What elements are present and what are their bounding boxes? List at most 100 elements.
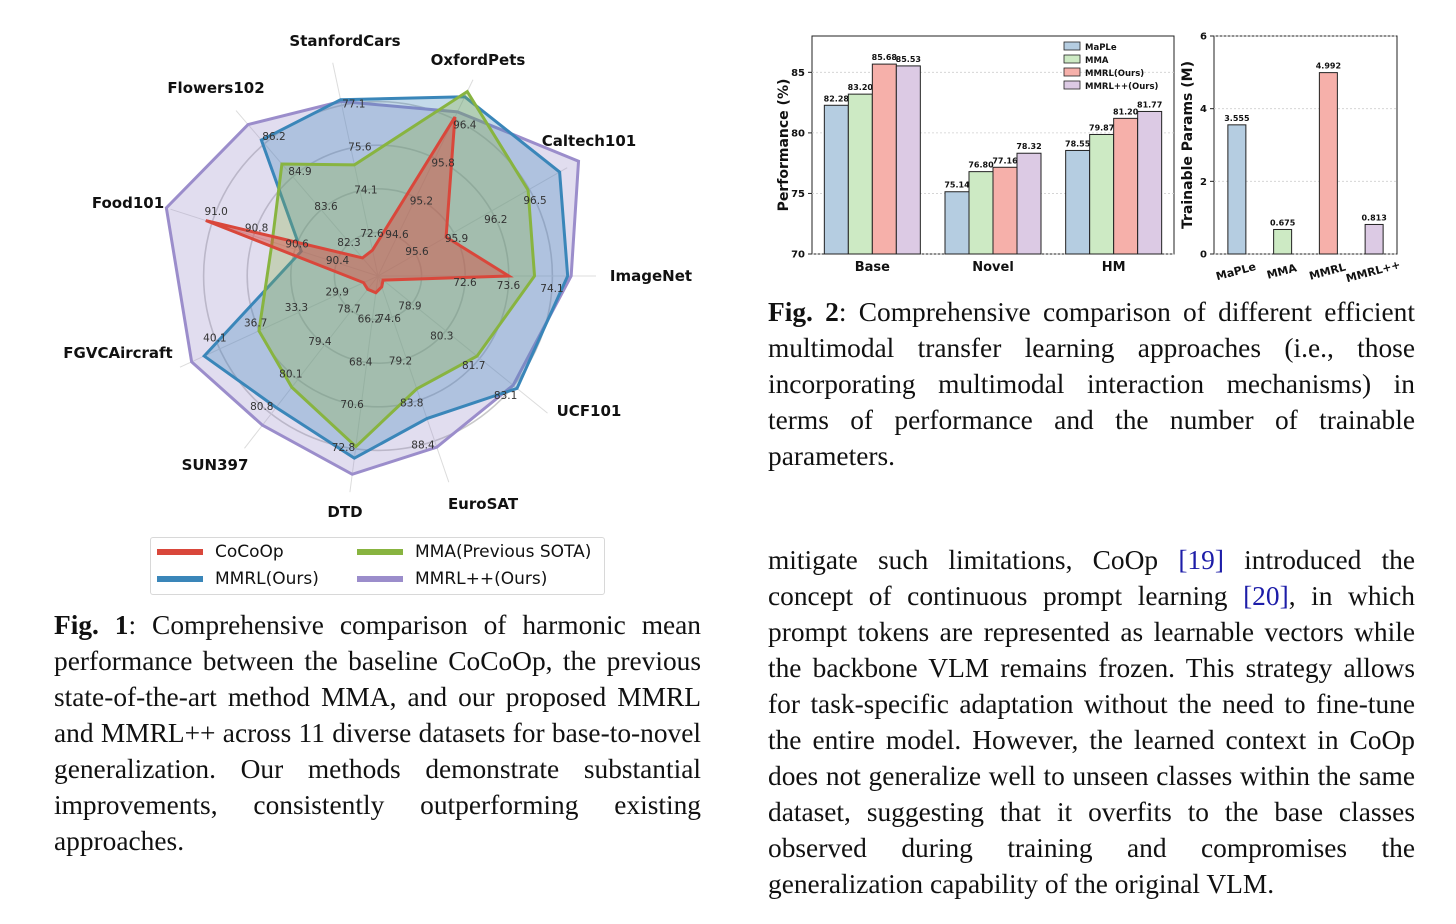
radar-series-mma-previous-sota- — [257, 89, 537, 449]
legend-item-mmrl-plus: MMRL++(Ours) — [357, 569, 547, 589]
radar-tick-label: 88.4 — [411, 440, 435, 452]
y-axis-label: Trainable Params (M) — [1180, 61, 1196, 229]
radar-series-mmrl++-ours- — [164, 99, 581, 476]
bar-value-label: 0.675 — [1270, 218, 1296, 227]
fig1-caption-label: Fig. 1 — [54, 610, 129, 640]
legend-label: MaPLe — [1085, 43, 1117, 53]
legend-swatch — [157, 549, 203, 555]
bar-value-label: 83.20 — [848, 83, 874, 92]
legend-label: MMA(Previous SOTA) — [415, 542, 592, 562]
radar-tick-label: 83.1 — [494, 390, 517, 402]
bar-mmrl-ours- — [1113, 117, 1139, 255]
radar-tick-label: 95.8 — [431, 158, 454, 170]
radar-axis-label: ImageNet — [610, 267, 692, 285]
bar-mma — [1089, 133, 1115, 255]
radar-tick-label: 95.9 — [445, 233, 468, 245]
radar-tick-label: 81.7 — [462, 360, 485, 372]
radar-chart: 72.6 73.6 74.1 95.9 96.2 96.5 95.2 95.8 96.4 72.6… — [63, 32, 692, 521]
params-bar — [1227, 124, 1247, 255]
bar-value-label: 85.68 — [872, 53, 898, 62]
radar-tick-label: 90.6 — [285, 239, 309, 251]
radar-axis-label: OxfordPets — [431, 51, 526, 69]
params-bar — [1273, 228, 1293, 255]
radar-spoke — [349, 275, 379, 493]
radar-tick-label: 79.2 — [389, 355, 412, 367]
radar-spoke — [235, 110, 379, 277]
radar-spoke — [377, 275, 548, 414]
citation-link[interactable]: [19] — [1178, 545, 1224, 575]
bar-value-label: 77.16 — [992, 156, 1018, 165]
radar-tick-label: 95.2 — [410, 195, 433, 207]
x-tick-label: Novel — [972, 260, 1014, 275]
citation-link[interactable]: [20] — [1243, 581, 1289, 611]
radar-axis-label: EuroSAT — [448, 495, 519, 513]
bar-value-label: 82.28 — [824, 94, 850, 103]
radar-series-mmrl-ours- — [201, 95, 570, 460]
radar-tick-labels: 72.6 73.6 74.1 95.9 96.2 96.5 95.2 95.8 96.4 72.6… — [203, 98, 563, 454]
radar-tick-label: 90.8 — [245, 222, 268, 234]
legend-swatch — [357, 576, 403, 582]
radar-spoke — [170, 208, 379, 277]
bar-mmrl-ours- — [871, 63, 897, 255]
bar-value-label: 4.992 — [1316, 62, 1341, 71]
radar-tick-label: 75.6 — [348, 141, 372, 153]
x-tick-label: HM — [1102, 260, 1126, 275]
radar-axis-label: UCF101 — [557, 402, 622, 420]
radar-spoke — [179, 275, 379, 368]
radar-tick-label: 95.6 — [405, 246, 429, 258]
x-tick-label: MMA — [1265, 261, 1298, 282]
radar-tick-label: 74.1 — [354, 185, 377, 197]
radar-tick-label: 90.4 — [326, 255, 350, 267]
legend-label: MMRL++(Ours) — [1085, 82, 1159, 92]
legend-item-cococop: CoCoOp — [157, 542, 284, 562]
legend-swatch — [157, 576, 203, 582]
bar-mmrl++-ours- — [1137, 110, 1163, 255]
radar-axis-label: StanfordCars — [289, 32, 400, 50]
radar-tick-label: 66.2 — [358, 314, 381, 326]
radar-axis-label: SUN397 — [182, 456, 249, 474]
y-tick-label: 85 — [791, 68, 805, 79]
x-tick-label: Base — [855, 260, 890, 275]
fig1-caption: Fig. 1: Comprehensive comparison of harm… — [54, 607, 701, 859]
radar-tick-label: 68.4 — [349, 356, 373, 368]
legend-swatch — [1063, 80, 1081, 90]
radar-tick-label: 70.6 — [340, 399, 364, 411]
radar-tick-label: 77.1 — [342, 98, 365, 110]
fig1-caption-text: : Comprehensive comparison of harmonic m… — [54, 610, 702, 856]
radar-tick-label: 74.1 — [540, 283, 563, 295]
radar-tick-label: 74.6 — [378, 313, 402, 325]
bar-value-label: 85.53 — [896, 55, 921, 64]
radar-tick-label: 80.1 — [279, 369, 302, 381]
legend-swatch — [1063, 67, 1081, 77]
legend-item-mma: MMA(Previous SOTA) — [357, 542, 591, 562]
radar-legend: CoCoOp MMRL(Ours) MMA(Previous SOTA) MMR… — [150, 537, 605, 595]
legend-item-mmrl: MMRL(Ours) — [157, 569, 319, 589]
bar-maple — [1065, 149, 1091, 255]
radar-axis-labels: ImageNet Caltech101 OxfordPets StanfordCars… — [63, 32, 692, 521]
x-tick-label: MaPLe — [1215, 260, 1258, 283]
radar-tick-label: 80.8 — [250, 401, 273, 413]
fig2-caption-text: : Comprehensive comparison of different … — [768, 297, 1415, 471]
radar-grid — [170, 62, 596, 493]
radar-tick-label: 96.4 — [453, 120, 477, 132]
radar-tick-label: 78.7 — [337, 304, 360, 316]
y-axis-label: Performance (%) — [776, 79, 792, 212]
bar-value-label: 81.77 — [1137, 100, 1162, 109]
bar-value-label: 81.20 — [1113, 107, 1139, 116]
radar-tick-label: 91.0 — [204, 206, 227, 218]
radar-tick-label: 86.2 — [262, 131, 285, 143]
radar-series-cocoop — [205, 116, 514, 295]
body-paragraph: mitigate such limitations, CoOp [19] int… — [768, 542, 1415, 924]
bar-mma — [847, 93, 873, 255]
radar-tick-label: 96.5 — [523, 195, 546, 207]
radar-tick-label: 84.9 — [288, 166, 311, 178]
y-tick-label: 70 — [791, 250, 805, 261]
body-text-2: introduced the concept of continuous pro… — [768, 545, 1415, 611]
legend-swatch — [1063, 41, 1081, 51]
params-bar-chart: 0 2 4 6 Trainable Params (M) 3.555 MaPLe 0.675 M… — [1180, 32, 1402, 286]
bar-value-label: 75.14 — [944, 181, 970, 190]
legend-label: MMRL++(Ours) — [415, 569, 548, 589]
radar-tick-label: 79.4 — [308, 336, 332, 348]
radar-tick-label: 40.1 — [203, 333, 226, 345]
